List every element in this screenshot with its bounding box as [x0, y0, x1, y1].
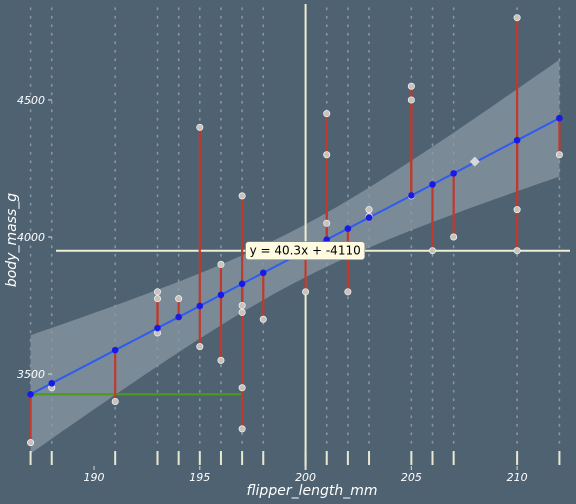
- data-point: [238, 192, 246, 200]
- fitted-point: [196, 302, 204, 310]
- rug-marks: [29, 451, 561, 465]
- data-point: [555, 151, 563, 159]
- fitted-point: [48, 379, 56, 387]
- data-point: [217, 356, 225, 364]
- data-point: [323, 110, 331, 118]
- data-point: [450, 233, 458, 241]
- fitted-point: [27, 391, 34, 398]
- data-point: [196, 123, 204, 131]
- fitted-point: [175, 313, 182, 321]
- fitted-point: [238, 280, 246, 288]
- data-point: [238, 384, 246, 392]
- x-tick-label: 190: [84, 471, 105, 484]
- fitted-point: [323, 236, 331, 243]
- data-point: [259, 315, 267, 323]
- x-axis-ticks: 190 195 200 205 210: [84, 466, 528, 484]
- equation-label-text: y = 40.3x + -4110: [250, 244, 361, 258]
- y-axis-ticks: 3500 4000 4500: [17, 94, 52, 381]
- data-point: [175, 295, 183, 303]
- data-point: [238, 302, 246, 310]
- fitted-point: [450, 170, 457, 177]
- data-points: [27, 14, 563, 447]
- data-point: [513, 206, 521, 214]
- data-point: [238, 425, 246, 433]
- y-tick-label: 4500: [17, 94, 45, 107]
- fitted-point: [111, 346, 119, 354]
- data-point: [513, 247, 521, 255]
- data-point: [111, 397, 119, 405]
- x-tick-label: 195: [189, 471, 210, 484]
- data-point: [513, 14, 521, 22]
- fitted-point: [344, 225, 352, 232]
- data-point: [196, 343, 204, 351]
- fitted-point: [365, 214, 373, 221]
- x-tick-label: 205: [401, 471, 422, 484]
- data-point: [344, 288, 352, 296]
- fitted-point: [513, 136, 521, 144]
- data-point: [407, 96, 415, 104]
- fitted-point: [408, 192, 415, 199]
- y-axis-title: body_mass_g: [4, 193, 20, 287]
- residual-lines: [29, 17, 561, 443]
- data-point: [217, 260, 225, 268]
- equation-label-box: [245, 241, 366, 261]
- y-tick-label: 4000: [17, 231, 45, 244]
- fitted-point: [429, 181, 436, 188]
- data-point: [428, 247, 436, 255]
- data-point: [323, 151, 331, 159]
- data-point: [323, 219, 331, 227]
- fitted-point: [217, 291, 225, 299]
- x-tick-label: 210: [507, 471, 528, 484]
- x-tick-label: 200: [295, 471, 316, 484]
- data-point: [154, 288, 162, 296]
- data-point: [154, 295, 162, 303]
- data-point: [302, 288, 310, 296]
- data-point: [27, 439, 35, 447]
- highlight-point: [469, 156, 480, 167]
- fitted-points: [27, 114, 563, 398]
- data-point: [407, 82, 415, 90]
- y-tick-label: 3500: [17, 368, 45, 381]
- equation-label: y = 40.3x + -4110: [245, 241, 366, 261]
- fitted-point: [154, 324, 161, 332]
- fitted-point: [259, 269, 267, 277]
- data-point: [238, 308, 246, 316]
- fitted-point: [556, 114, 563, 122]
- data-point: [365, 206, 373, 214]
- x-axis-title: flipper_length_mm: [247, 483, 378, 499]
